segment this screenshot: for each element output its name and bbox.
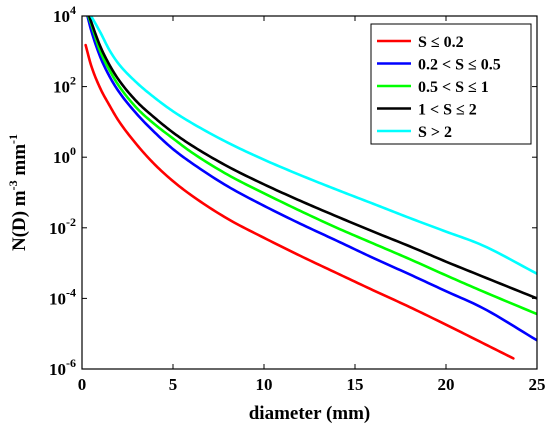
x-axis-label: diameter (mm) xyxy=(249,403,371,424)
y-axis-label-exp2: -1 xyxy=(6,134,20,144)
x-tick-label: 20 xyxy=(438,375,455,394)
series-line-1 xyxy=(84,43,515,360)
y-axis-label-main: N(D) m xyxy=(9,190,30,251)
legend-item-2: 0.2 < S ≤ 0.5 xyxy=(377,57,501,74)
legend-label: 0.2 < S ≤ 0.5 xyxy=(418,57,501,74)
x-tick-label: 10 xyxy=(256,375,273,394)
x-tick-label: 25 xyxy=(529,375,546,394)
y-tick-label: 10-6 xyxy=(49,356,76,379)
x-tick-label: 15 xyxy=(347,375,364,394)
tick-layer: 0 5 10 15 20 25 104 102 100 10-2 10-4 10-6 xyxy=(49,3,546,394)
legend-item-3: 0.5 < S ≤ 1 xyxy=(377,79,489,96)
legend-items: S ≤ 0.2 0.2 < S ≤ 0.5 0.5 < S ≤ 1 1 < S ≤ 2… xyxy=(377,34,501,141)
plot-frame xyxy=(81,15,538,370)
legend-label: 1 < S ≤ 2 xyxy=(418,102,477,119)
series-line-3 xyxy=(87,16,537,316)
x-tick-label: 0 xyxy=(78,375,87,394)
y-tick-label: 104 xyxy=(53,3,76,26)
legend-label: S ≤ 0.2 xyxy=(418,34,464,51)
legend-item-5: S > 2 xyxy=(377,124,452,141)
series-layer xyxy=(84,16,537,360)
y-tick-label: 100 xyxy=(53,144,76,167)
y-axis-label-mid: mm xyxy=(9,144,30,181)
legend-item-4: 1 < S ≤ 2 xyxy=(377,102,477,119)
legend: S ≤ 0.2 0.2 < S ≤ 0.5 0.5 < S ≤ 1 1 < S ≤ 2… xyxy=(370,23,532,145)
legend-box xyxy=(370,23,532,145)
y-tick-label: 102 xyxy=(53,74,76,97)
series-line-5 xyxy=(89,16,537,276)
x-tick-label: 5 xyxy=(169,375,178,394)
series-line-4 xyxy=(87,16,537,300)
series-line-2 xyxy=(86,16,537,342)
legend-label: S > 2 xyxy=(418,124,452,141)
legend-item-1: S ≤ 0.2 xyxy=(377,34,464,51)
y-tick-label: 10-4 xyxy=(49,285,76,308)
y-tick-label: 10-2 xyxy=(49,215,76,238)
legend-label: 0.5 < S ≤ 1 xyxy=(418,79,489,96)
y-axis-label: N(D) m-3 mm-1 xyxy=(6,134,30,251)
y-axis-label-exp1: -3 xyxy=(6,180,20,190)
